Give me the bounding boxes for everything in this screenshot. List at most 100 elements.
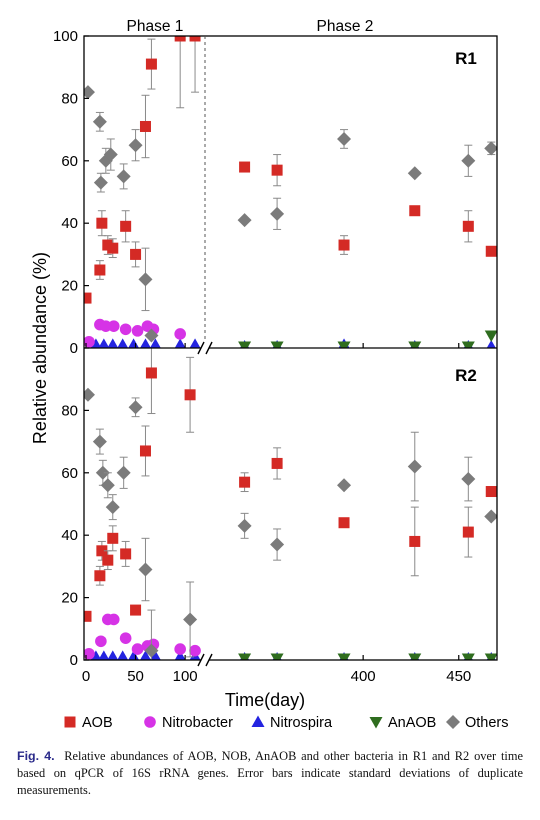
point-aob-r1-14 [409,205,421,217]
point-aob-r1-2 [96,217,108,229]
figure-caption: Fig. 4. Relative abundances of AOB, NOB,… [17,748,523,799]
point-nitrobacter-r1-4 [119,323,132,336]
point-anaob-r2-3 [408,653,422,660]
axis-break-mark [205,653,213,667]
point-others-r1-4 [103,147,118,162]
phase-2-label: Phase 2 [317,18,374,35]
point-nitrospira-r1-5 [140,338,151,348]
legend-label-anaob: AnAOB [388,715,436,731]
axis-break-mark [205,341,213,355]
legend-item-nitrobacter: Nitrobacter [144,715,233,731]
point-aob-r1-5 [120,220,132,232]
y-tick-label: 20 [61,590,78,607]
legend-item-nitrospira: Nitrospira [251,715,333,731]
point-nitrospira-r2-4 [128,650,140,660]
point-others-r2-8 [144,643,159,658]
point-aob-r2-13 [409,535,421,547]
point-nitrospira-r2-3 [117,650,129,660]
point-nitrobacter-r2-9 [189,644,201,657]
legend-label-nitrospira: Nitrospira [270,715,333,731]
point-others-r2-5 [116,465,131,480]
point-nitrospira-r1-7 [174,338,186,348]
axis-break-mark [197,341,205,355]
legend-item-others: Others [446,715,509,731]
legend-label-aob: AOB [82,715,113,731]
point-others-r2-13 [407,459,422,474]
series-aob-r1 [84,36,497,304]
y-axis-title: Relative abundance (%) [30,252,50,444]
legend-marker-nitrospira [251,715,265,727]
point-aob-r2-10 [239,476,251,488]
point-aob-r2-2 [96,545,108,557]
legend-label-nitrobacter: Nitrobacter [162,715,233,731]
legend-marker-others [446,715,460,729]
point-anaob-r1-3 [408,341,422,348]
panel-label-r1: R1 [455,49,477,68]
point-nitrospira-r1-4 [128,338,140,348]
point-nitrospira-r1-2 [107,338,119,348]
point-others-r2-11 [270,537,285,552]
point-aob-r2-14 [462,526,474,538]
axis-break-gap [201,653,209,667]
point-anaob-r2-1 [270,653,284,660]
x-tick-label: 400 [351,668,376,685]
point-others-r1-12 [407,166,422,181]
y-tick-label: 60 [61,465,78,482]
point-nitrobacter-r2-0 [84,647,95,660]
legend-marker-anaob [369,717,383,729]
series-aob-r2 [84,348,497,622]
point-aob-r2-8 [145,367,157,379]
y-tick-label: 80 [61,402,78,419]
point-nitrobacter-r2-8 [174,643,186,655]
point-nitrospira-r2-5 [140,650,151,660]
axis-break-mark [197,653,205,667]
point-others-r1-1 [92,114,107,129]
point-others-r2-3 [100,478,115,493]
point-aob-r2-5 [120,548,132,560]
point-aob-r1-10 [189,36,201,42]
legend-item-anaob: AnAOB [369,715,436,731]
point-nitrobacter-r2-1 [95,635,107,648]
panel-data-layer [84,36,497,348]
caption-text: Relative abundances of AOB, NOB, AnAOB a… [17,749,523,797]
y-tick-label: 0 [70,652,78,669]
x-tick-label: 0 [82,668,90,685]
point-aob-r2-15 [485,486,497,498]
point-aob-r2-12 [338,517,350,529]
panel-r2 [84,348,497,660]
point-nitrospira-r1-1 [98,338,110,348]
point-aob-r2-6 [130,604,142,616]
point-others-r2-6 [128,400,143,415]
point-nitrospira-r2-7 [174,650,186,660]
series-nitrobacter-r2 [84,613,201,660]
point-anaob-r2-0 [238,653,252,660]
point-anaob-r1-4 [461,341,475,348]
point-aob-r2-11 [271,457,283,469]
point-anaob-r2-4 [461,653,475,660]
point-anaob-r2-5 [484,653,497,660]
point-aob-r1-11 [239,161,251,173]
point-others-r2-0 [84,387,95,402]
point-others-r1-2 [93,175,108,190]
point-nitrospira-r2-2 [107,650,119,660]
x-tick-label: 50 [127,668,144,685]
point-others-r1-9 [237,213,252,228]
point-nitrobacter-r1-2 [100,320,112,332]
x-axis-title: Time(day) [225,690,305,710]
point-nitrobacter-r1-8 [174,328,186,340]
point-aob-r1-0 [84,292,92,304]
y-tick-label: 40 [61,527,78,544]
point-others-r1-14 [484,141,497,156]
point-others-r2-12 [337,478,352,493]
point-aob-r2-9 [184,389,196,401]
point-nitrospira-r1-8 [189,338,201,348]
point-others-r1-7 [138,272,153,287]
legend-label-others: Others [465,715,509,731]
x-tick-label: 100 [173,668,198,685]
series-anaob-r2 [238,653,497,660]
legend-marker-aob [64,716,76,728]
panel-label-r2: R2 [455,366,477,385]
point-others-r1-10 [270,206,285,221]
point-nitrobacter-r2-5 [131,643,144,655]
point-others-r2-14 [461,472,476,487]
